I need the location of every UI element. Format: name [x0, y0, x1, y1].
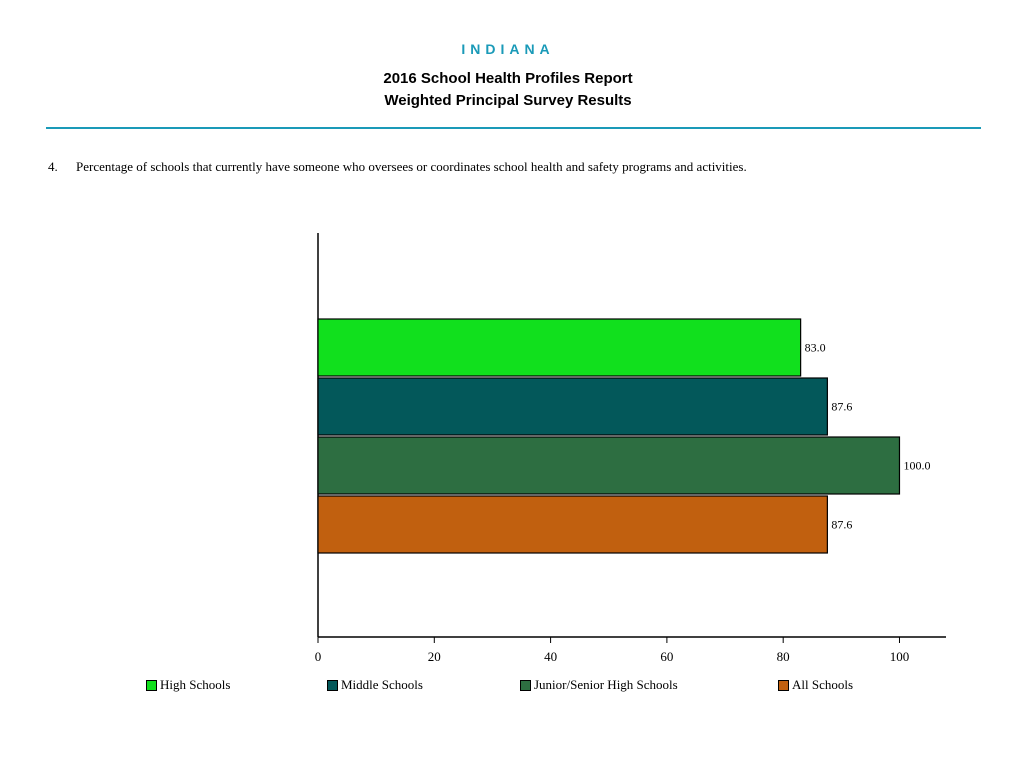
legend-swatch — [778, 679, 789, 691]
bar — [317, 436, 901, 495]
question: 4. Percentage of schools that currently h… — [48, 159, 747, 175]
legend-item: Junior/Senior High Schools — [520, 677, 678, 693]
bar-value-label: 83.0 — [805, 341, 826, 355]
x-tick-label: 60 — [660, 649, 673, 664]
legend-label: Middle Schools — [341, 677, 423, 692]
bar-value-label: 87.6 — [831, 400, 852, 414]
bar — [317, 318, 802, 377]
x-tick-label: 20 — [428, 649, 441, 664]
state-name: INDIANA — [461, 41, 555, 57]
bar-value-label: 87.6 — [831, 518, 852, 532]
bar — [317, 495, 828, 554]
x-tick-label: 40 — [544, 649, 557, 664]
legend-item: All Schools — [778, 677, 853, 693]
legend-item: Middle Schools — [327, 677, 423, 693]
legend-label: Junior/Senior High Schools — [534, 677, 678, 692]
x-tick-label: 100 — [890, 649, 910, 664]
question-number: 4. — [48, 159, 58, 174]
legend-label: High Schools — [160, 677, 231, 692]
report-title: 2016 School Health Profiles Report — [383, 70, 633, 87]
x-tick-label: 0 — [315, 649, 322, 664]
legend-label: All Schools — [792, 677, 854, 692]
report-subtitle: Weighted Principal Survey Results — [384, 92, 632, 109]
bar — [317, 377, 828, 436]
legend-swatch — [146, 679, 157, 691]
question-text: Percentage of schools that currently hav… — [76, 159, 747, 174]
x-tick-label: 80 — [777, 649, 790, 664]
header-divider — [46, 127, 981, 129]
legend-swatch — [520, 679, 531, 691]
legend-item: High Schools — [146, 677, 230, 693]
legend-swatch — [327, 679, 338, 691]
bar-value-label: 100.0 — [903, 459, 930, 473]
